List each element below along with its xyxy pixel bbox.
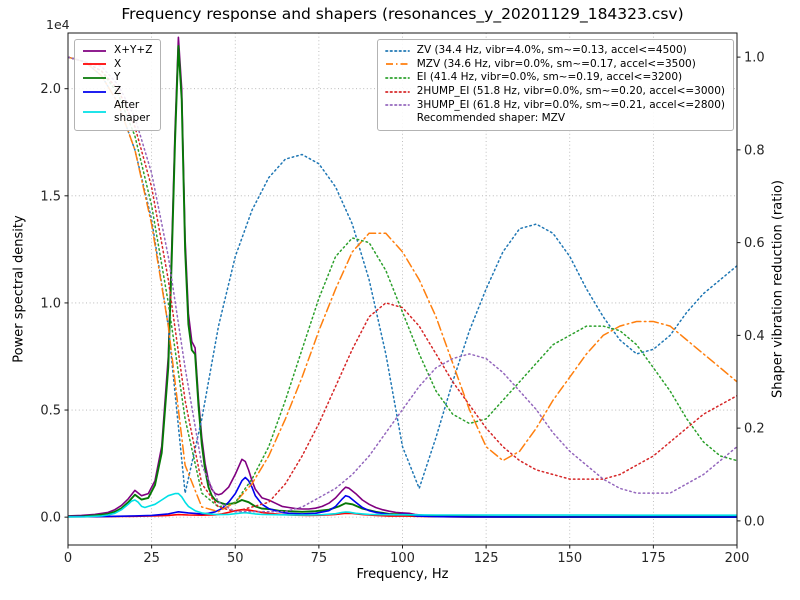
- series-2HUMP_EI: [68, 56, 737, 513]
- legend-swatch-after-shaper: [83, 111, 106, 114]
- legend-item-y: Y: [81, 71, 152, 85]
- legend-swatch-x: [83, 63, 106, 66]
- legend-item-after-shaper: After shaper: [81, 99, 152, 126]
- legend-label: 2HUMP_EI (51.8 Hz, vibr=0.0%, sm~=0.20, …: [416, 84, 725, 97]
- y-right-tick-label: 0.8: [744, 143, 765, 158]
- y-left-tick-label: 1.5: [40, 189, 61, 204]
- legend-swatch-z: [83, 90, 106, 93]
- y-right-tick-label: 0.6: [744, 236, 765, 251]
- legend-swatch-2HUMP_EI: [384, 90, 410, 93]
- y-right-tick-label: 0.2: [744, 422, 765, 437]
- legend-item-sum: X+Y+Z: [81, 44, 152, 58]
- shaper-series: [68, 56, 737, 513]
- legend-item-3HUMP_EI: 3HUMP_EI (61.8 Hz, vibr=0.0%, sm~=0.21, …: [384, 99, 725, 113]
- series-EI: [68, 56, 737, 508]
- legend-note: Recommended shaper: MZV: [384, 112, 725, 126]
- series-ZV: [68, 56, 737, 494]
- x-tick-label: 200: [725, 551, 750, 566]
- y-axis-left-label: Power spectral density: [11, 215, 27, 363]
- chart-title: Frequency response and shapers (resonanc…: [121, 5, 684, 23]
- y-left-tick-label: 1.0: [40, 296, 61, 311]
- series-3HUMP_EI: [68, 56, 737, 513]
- legend-item-ZV: ZV (34.4 Hz, vibr=4.0%, sm~=0.13, accel<…: [384, 44, 725, 58]
- legend-label: MZV (34.6 Hz, vibr=0.0%, sm~=0.17, accel…: [416, 57, 696, 70]
- legend-label: After shaper: [114, 98, 151, 125]
- legend-label: X+Y+Z: [114, 44, 153, 56]
- y-left-tick-label: 0.5: [40, 404, 61, 419]
- legend-label: Z: [114, 84, 122, 97]
- psd-legend: X+Y+Z X Y Z After shaper: [74, 39, 162, 131]
- legend-label: Y: [114, 71, 121, 84]
- legend-item-EI: EI (41.4 Hz, vibr=0.0%, sm~=0.19, accel<…: [384, 71, 725, 85]
- y-left-tick-label: 2.0: [40, 82, 61, 97]
- legend-item-x: X: [81, 58, 152, 72]
- x-tick-label: 150: [557, 551, 582, 566]
- series-after-shaper: [68, 492, 737, 518]
- legend-swatch-EI: [384, 77, 410, 79]
- legend-label: X: [114, 57, 122, 70]
- legend-label: 3HUMP_EI (61.8 Hz, vibr=0.0%, sm~=0.21, …: [416, 98, 725, 111]
- legend-label: EI (41.4 Hz, vibr=0.0%, sm~=0.19, accel<…: [416, 71, 683, 84]
- x-tick-label: 75: [311, 551, 328, 566]
- legend-label: ZV (34.4 Hz, vibr=4.0%, sm~=0.13, accel<…: [416, 44, 687, 56]
- legend-note-label: Recommended shaper: MZV: [416, 112, 566, 125]
- legend-swatch-sum: [83, 49, 106, 52]
- legend-item-MZV: MZV (34.6 Hz, vibr=0.0%, sm~=0.17, accel…: [384, 58, 725, 72]
- series-MZV: [68, 56, 737, 513]
- legend-swatch-y: [83, 77, 106, 79]
- legend-swatch-ZV: [384, 49, 410, 52]
- x-tick-label: 50: [227, 551, 244, 566]
- shaper-legend: ZV (34.4 Hz, vibr=4.0%, sm~=0.13, accel<…: [376, 39, 734, 131]
- x-tick-label: 0: [64, 551, 72, 566]
- x-tick-label: 100: [390, 551, 415, 566]
- legend-swatch-MZV: [385, 63, 409, 66]
- y-right-tick-label: 0.0: [744, 514, 765, 529]
- legend-swatch-3HUMP_EI: [384, 104, 410, 107]
- x-tick-label: 25: [143, 551, 160, 566]
- legend-item-z: Z: [81, 85, 152, 99]
- y-left-tick-label: 0.0: [40, 511, 61, 526]
- tick-labels: 0 25 50 75 100 125 150 175 200 0.0 0.5 1.0 1.5 2.0 0.0…: [40, 51, 764, 566]
- y-right-tick-label: 0.4: [744, 329, 765, 344]
- y-axis-offset-text: 1e4: [46, 17, 70, 32]
- y-axis-right-label: Shaper vibration reduction (ratio): [770, 180, 786, 398]
- x-tick-label: 125: [474, 551, 499, 566]
- y-right-tick-label: 1.0: [744, 51, 765, 66]
- legend-item-2HUMP_EI: 2HUMP_EI (51.8 Hz, vibr=0.0%, sm~=0.20, …: [384, 85, 725, 99]
- x-axis-label: Frequency, Hz: [356, 567, 449, 582]
- x-tick-label: 175: [641, 551, 666, 566]
